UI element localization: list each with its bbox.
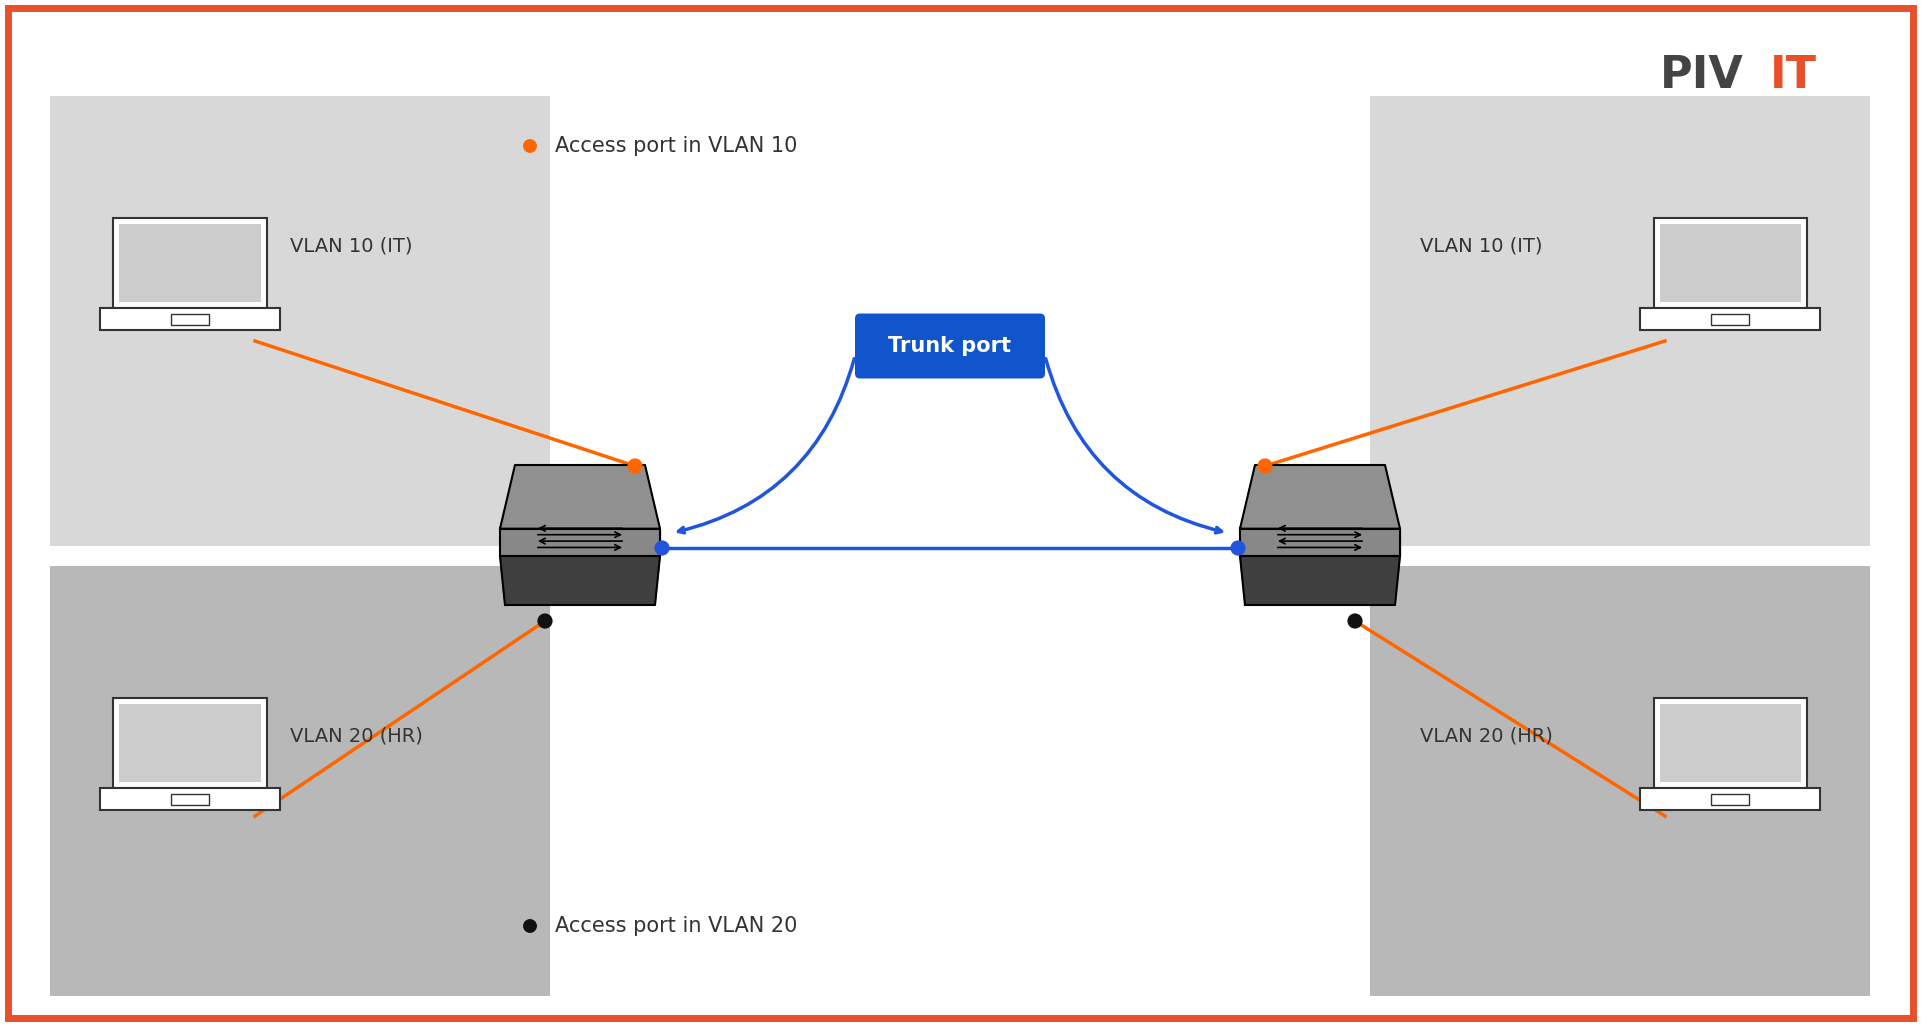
- Polygon shape: [499, 556, 661, 605]
- Bar: [50, 96, 549, 546]
- Bar: [1641, 308, 1819, 329]
- Text: SW2: SW2: [1293, 620, 1347, 640]
- Polygon shape: [499, 528, 661, 556]
- Text: VLAN 10 (IT): VLAN 10 (IT): [1420, 237, 1543, 255]
- Polygon shape: [1239, 528, 1400, 556]
- Point: [515, 137, 546, 154]
- Bar: [1654, 698, 1806, 788]
- Bar: [113, 218, 267, 308]
- Text: VLAN 20 (HR): VLAN 20 (HR): [1420, 726, 1552, 746]
- Text: SW1: SW1: [553, 620, 607, 640]
- Polygon shape: [1239, 465, 1400, 528]
- Bar: [1641, 788, 1819, 810]
- Point: [1339, 613, 1370, 629]
- Bar: [50, 566, 549, 996]
- Bar: [1712, 315, 1750, 325]
- Bar: [171, 794, 209, 805]
- Point: [647, 540, 678, 556]
- Point: [1251, 458, 1281, 474]
- Text: VLAN 10 (IT): VLAN 10 (IT): [290, 237, 413, 255]
- Bar: [1712, 794, 1750, 805]
- Bar: [100, 788, 280, 810]
- Point: [530, 613, 561, 629]
- Bar: [119, 224, 261, 302]
- Point: [515, 918, 546, 935]
- Bar: [119, 704, 261, 782]
- Point: [1222, 540, 1252, 556]
- Bar: [1370, 96, 1869, 546]
- Bar: [171, 315, 209, 325]
- Bar: [1660, 224, 1800, 302]
- Bar: [1660, 704, 1800, 782]
- Bar: [1370, 566, 1869, 996]
- Bar: [113, 698, 267, 788]
- Bar: [1654, 218, 1806, 308]
- Text: Access port in VLAN 10: Access port in VLAN 10: [555, 136, 797, 156]
- Text: Access port in VLAN 20: Access port in VLAN 20: [555, 916, 797, 936]
- Text: IT: IT: [1769, 54, 1817, 97]
- Bar: [100, 308, 280, 329]
- Text: PIV: PIV: [1660, 54, 1744, 97]
- Text: VLAN 20 (HR): VLAN 20 (HR): [290, 726, 423, 746]
- FancyBboxPatch shape: [855, 314, 1045, 379]
- Text: Trunk port: Trunk port: [889, 336, 1012, 356]
- Polygon shape: [1239, 556, 1400, 605]
- Point: [620, 458, 651, 474]
- Polygon shape: [499, 465, 661, 528]
